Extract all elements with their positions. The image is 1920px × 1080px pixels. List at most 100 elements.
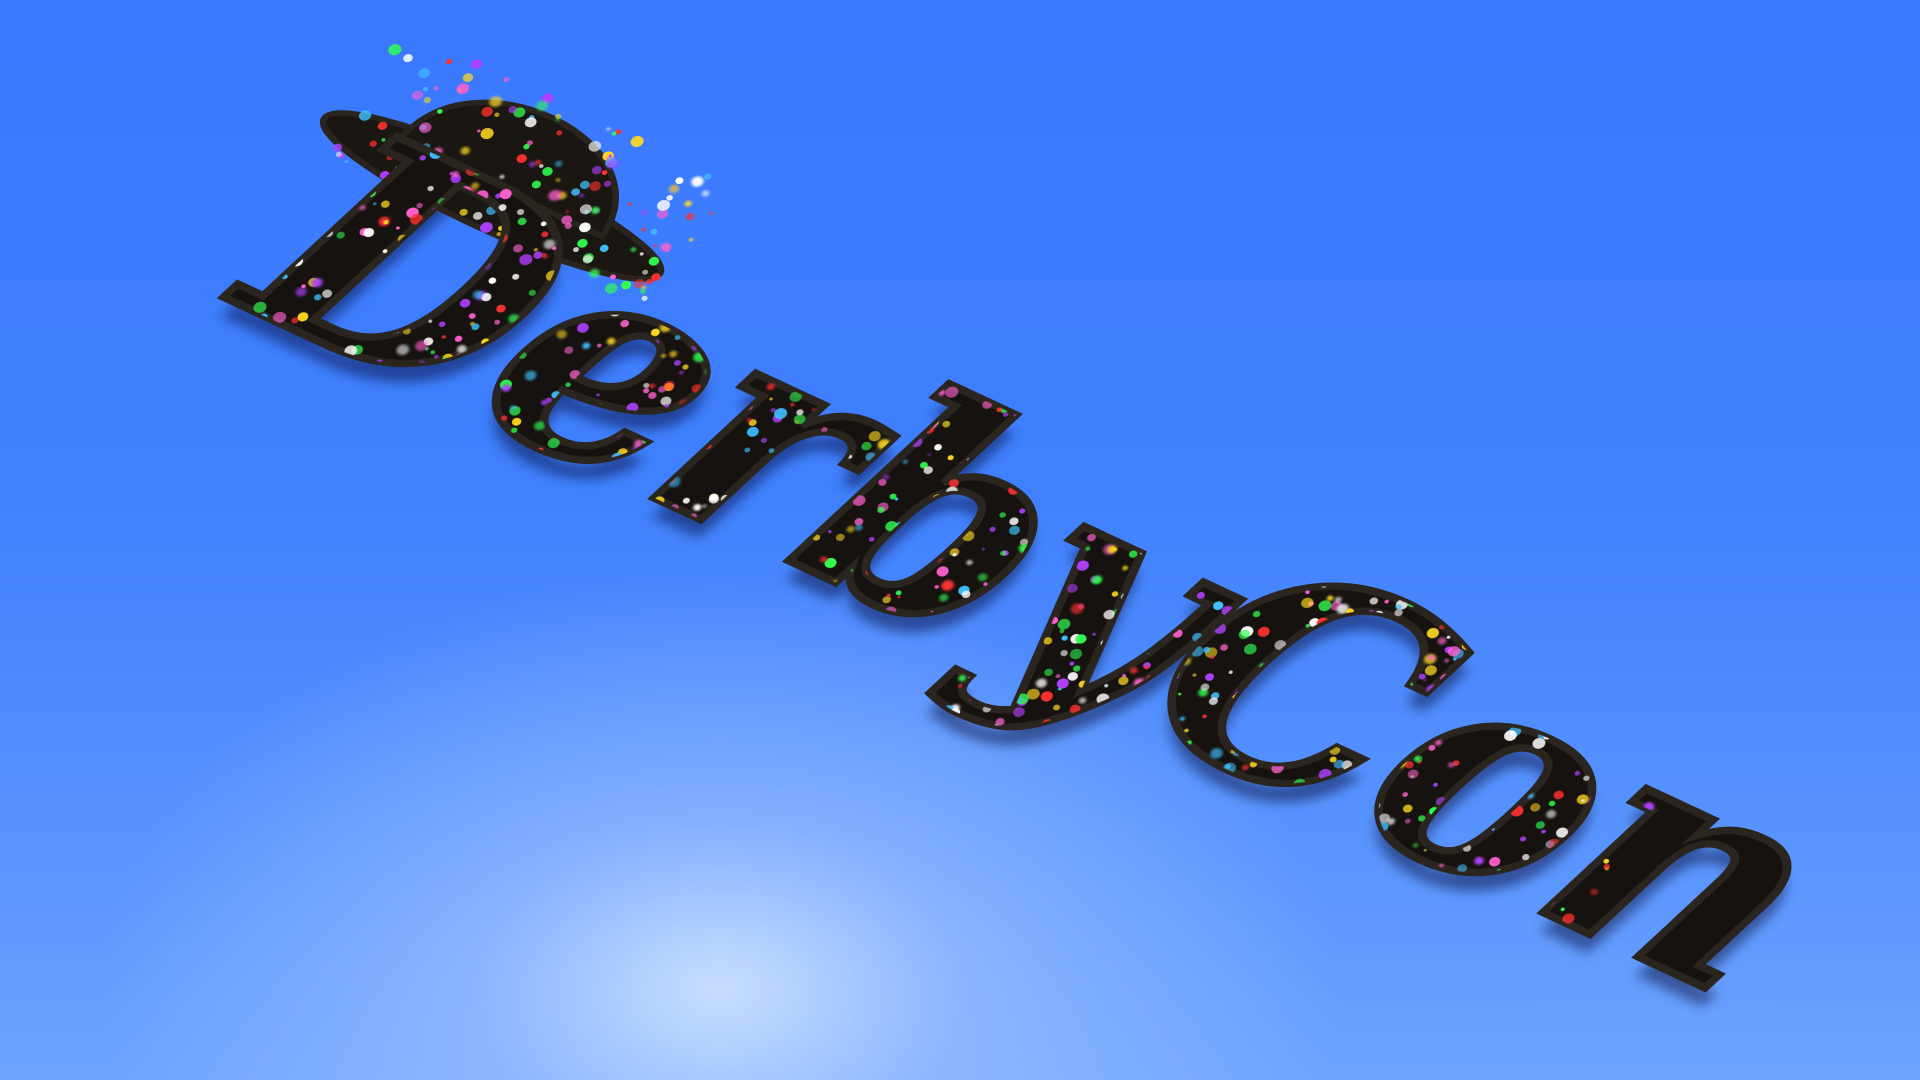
glitter-sparkle <box>1583 775 1590 781</box>
glitter-sparkle <box>583 503 594 513</box>
glitter-sparkle <box>609 472 620 481</box>
glitter-sparkle <box>444 390 451 396</box>
glitter-sparkle <box>1196 768 1210 780</box>
glitter-sparkle <box>445 258 452 265</box>
glitter-sparkle <box>1400 874 1411 883</box>
glitter-sparkle <box>961 382 968 389</box>
glitter-sparkle <box>1266 783 1279 794</box>
glitter-sparkle <box>556 330 567 339</box>
glitter-sparkle <box>761 300 773 310</box>
glitter-sparkle <box>543 239 556 250</box>
glitter-sparkle <box>1043 637 1053 645</box>
hat-sparkle <box>704 173 712 180</box>
glitter-sparkle <box>1639 717 1645 722</box>
glitter-sparkle <box>1361 782 1366 787</box>
glitter-sparkle <box>1051 561 1063 572</box>
glitter-sparkle <box>923 466 933 475</box>
glitter-sparkle <box>326 403 331 408</box>
glitter-sparkle <box>1535 706 1544 714</box>
glitter-sparkle <box>277 214 284 220</box>
glitter-sparkle <box>941 580 954 591</box>
glitter-sparkle <box>740 322 745 326</box>
glitter-sparkle <box>336 231 345 239</box>
glitter-sparkle <box>437 198 447 206</box>
glitter-sparkle <box>823 352 828 357</box>
glitter-sparkle <box>1094 658 1106 668</box>
glitter-sparkle <box>1268 831 1278 839</box>
hat-sparkle <box>335 151 342 157</box>
glitter-sparkle <box>877 506 885 514</box>
glitter-sparkle <box>894 365 903 373</box>
glitter-sparkle <box>1632 782 1645 793</box>
glitter-sparkle <box>294 387 305 397</box>
glitter-sparkle <box>1192 673 1197 677</box>
glitter-sparkle <box>590 203 601 213</box>
glitter-sparkle <box>854 517 864 526</box>
glitter-sparkle <box>1157 633 1168 643</box>
glitter-sparkle <box>1428 744 1436 751</box>
glitter-sparkle <box>284 357 293 365</box>
glitter-sparkle <box>257 274 266 283</box>
glitter-sparkle <box>291 366 303 376</box>
glitter-sparkle <box>659 322 671 333</box>
glitter-sparkle <box>1286 539 1299 550</box>
glitter-sparkle <box>1603 863 1610 870</box>
glitter-sparkle <box>1380 883 1393 895</box>
glitter-sparkle <box>957 683 963 688</box>
glitter-sparkle <box>746 280 757 290</box>
glitter-sparkle <box>947 455 954 461</box>
glitter-sparkle <box>1139 487 1145 492</box>
hat-sparkle <box>579 204 592 215</box>
glitter-sparkle <box>749 315 761 325</box>
glitter-sparkle <box>347 312 356 320</box>
glitter-sparkle <box>919 354 932 365</box>
hat-sparkle <box>630 135 644 148</box>
glitter-sparkle <box>606 249 620 261</box>
glitter-sparkle <box>516 209 525 216</box>
glitter-sparkle <box>1188 547 1201 558</box>
glitter-sparkle <box>352 412 364 423</box>
glitter-sparkle <box>725 557 731 562</box>
glitter-sparkle <box>749 392 756 398</box>
glitter-sparkle <box>947 368 956 376</box>
glitter-sparkle <box>1238 629 1250 640</box>
glitter-sparkle <box>1095 761 1107 771</box>
glitter-sparkle <box>613 429 622 437</box>
glitter-sparkle <box>633 439 643 448</box>
glitter-sparkle <box>1157 616 1166 623</box>
glitter-sparkle <box>1537 732 1545 739</box>
glitter-sparkle <box>900 379 907 384</box>
glitter-sparkle <box>1662 757 1676 769</box>
glitter-sparkle <box>1402 792 1409 797</box>
glitter-sparkle <box>433 354 439 359</box>
glitter-sparkle <box>1601 837 1606 842</box>
glitter-sparkle <box>1489 856 1501 867</box>
glitter-sparkle <box>463 381 477 393</box>
glitter-sparkle <box>895 529 904 537</box>
glitter-sparkle <box>934 655 941 662</box>
glitter-sparkle <box>852 495 866 506</box>
glitter-sparkle <box>1623 760 1635 770</box>
glitter-sparkle <box>1035 639 1039 644</box>
glitter-sparkle <box>704 566 714 575</box>
glitter-sparkle <box>938 389 946 396</box>
glitter-sparkle <box>1208 697 1218 705</box>
hat-sparkle <box>524 117 537 128</box>
glitter-sparkle <box>559 510 566 516</box>
glitter-sparkle <box>233 354 239 358</box>
glitter-sparkle <box>523 472 536 483</box>
glitter-sparkle <box>1042 738 1046 742</box>
glitter-sparkle <box>482 261 492 270</box>
glitter-sparkle <box>1577 662 1589 672</box>
glitter-sparkle <box>653 496 665 506</box>
glitter-sparkle <box>767 346 776 354</box>
glitter-sparkle <box>1489 758 1501 768</box>
glitter-sparkle <box>1702 734 1707 738</box>
glitter-sparkle <box>1180 500 1185 504</box>
glitter-sparkle <box>935 556 942 562</box>
glitter-sparkle <box>931 649 939 657</box>
glitter-sparkle <box>1329 670 1341 681</box>
glitter-sparkle <box>1061 515 1068 522</box>
glitter-sparkle <box>304 340 316 351</box>
glitter-sparkle <box>660 518 670 526</box>
